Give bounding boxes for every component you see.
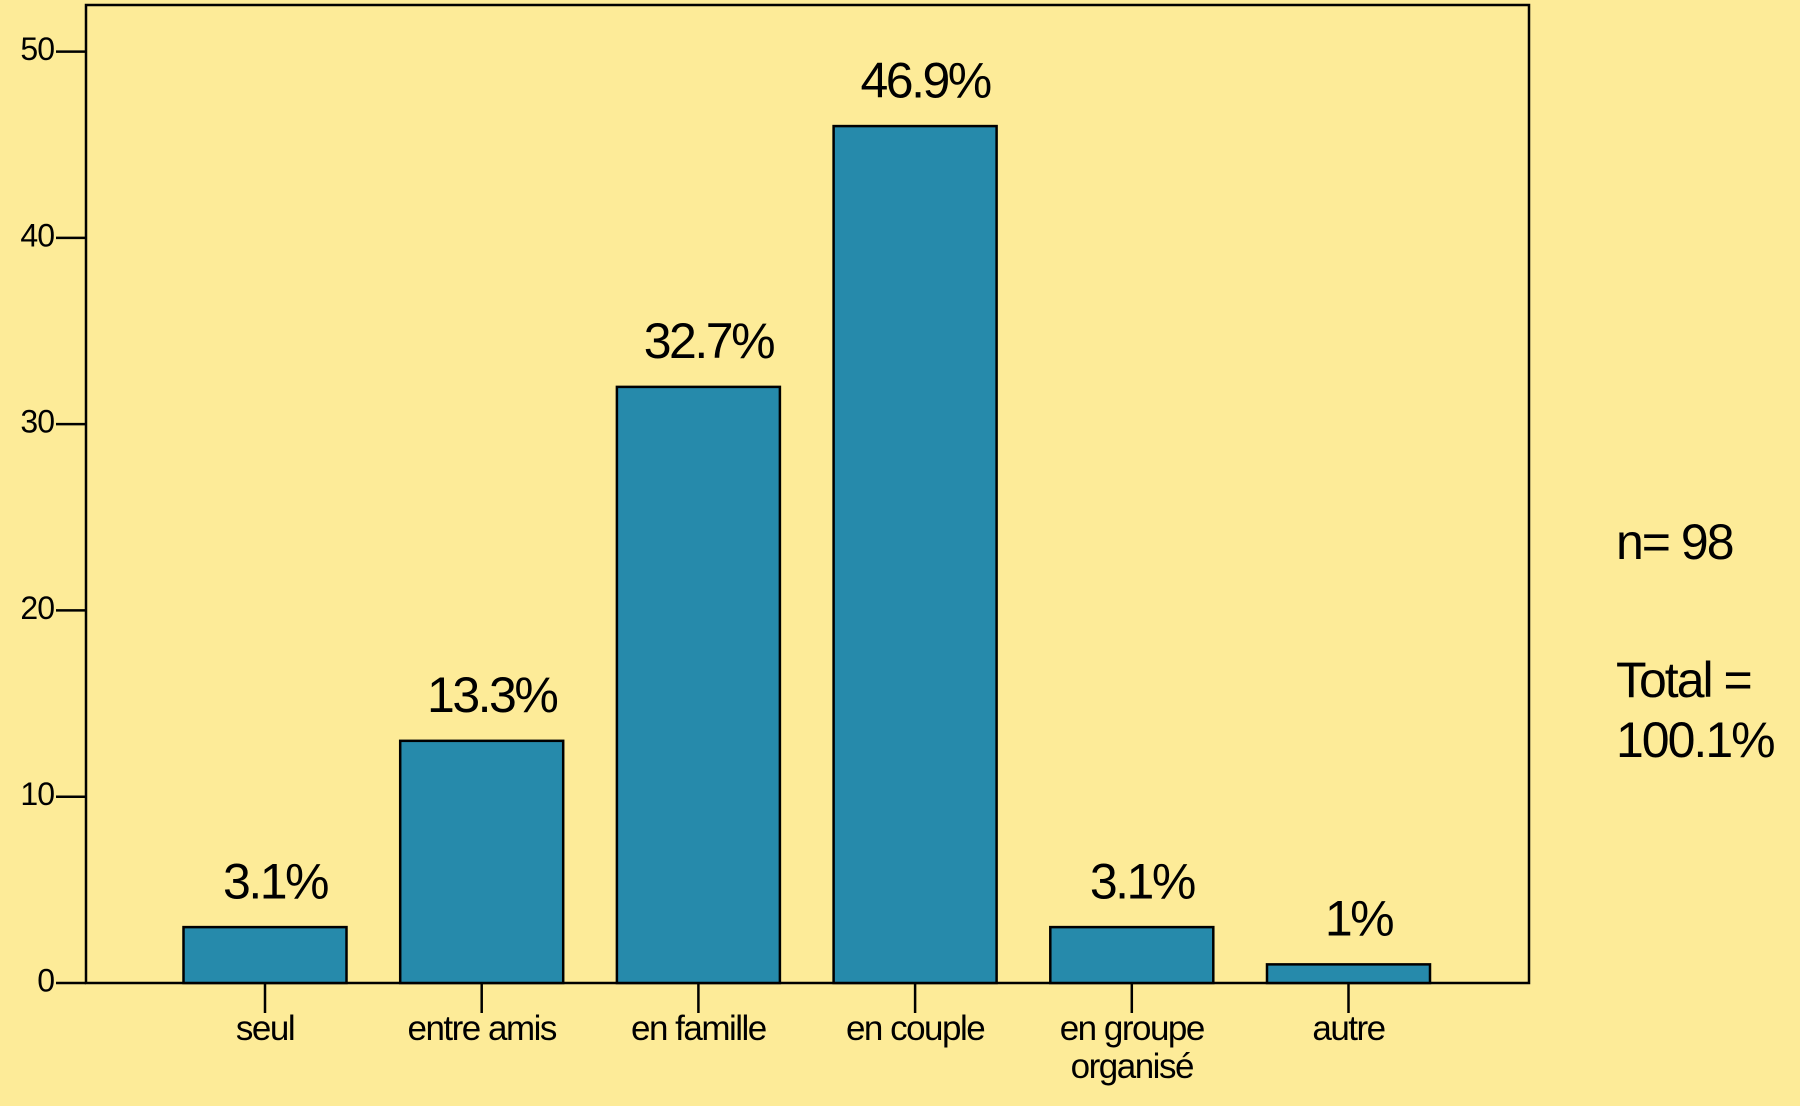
x-tick-label: entre amis [407, 1009, 557, 1048]
bar [832, 124, 998, 985]
y-tick-label: 0 [37, 962, 54, 998]
value-label: 46.9% [860, 52, 990, 108]
bar [182, 925, 348, 985]
value-label: 13.3% [427, 667, 557, 723]
y-tick-label: 20 [20, 590, 54, 626]
bar [615, 385, 782, 985]
value-label: 32.7% [644, 313, 774, 369]
plot-frame [84, 3, 1531, 985]
x-tick-label: seul [235, 1009, 296, 1048]
x-tick-label: en famille [630, 1009, 767, 1048]
x-tick-label: autre [1312, 1009, 1386, 1048]
x-tick-label: en groupe organisé [1059, 1009, 1206, 1086]
value-label: 1% [1325, 891, 1393, 947]
value-label: 3.1% [223, 853, 328, 909]
y-tick-label: 40 [20, 217, 54, 253]
x-tick-label: en couple [845, 1009, 986, 1048]
y-tick-label: 10 [20, 776, 54, 812]
annotation: n= 98 [1616, 514, 1735, 570]
bar [1049, 925, 1215, 985]
bar [398, 739, 565, 985]
y-tick-label: 30 [20, 404, 54, 440]
value-label: 3.1% [1090, 853, 1195, 909]
bar [1265, 963, 1432, 985]
y-tick-label: 50 [20, 31, 54, 67]
annotation: Total = 100.1% [1616, 652, 1776, 768]
